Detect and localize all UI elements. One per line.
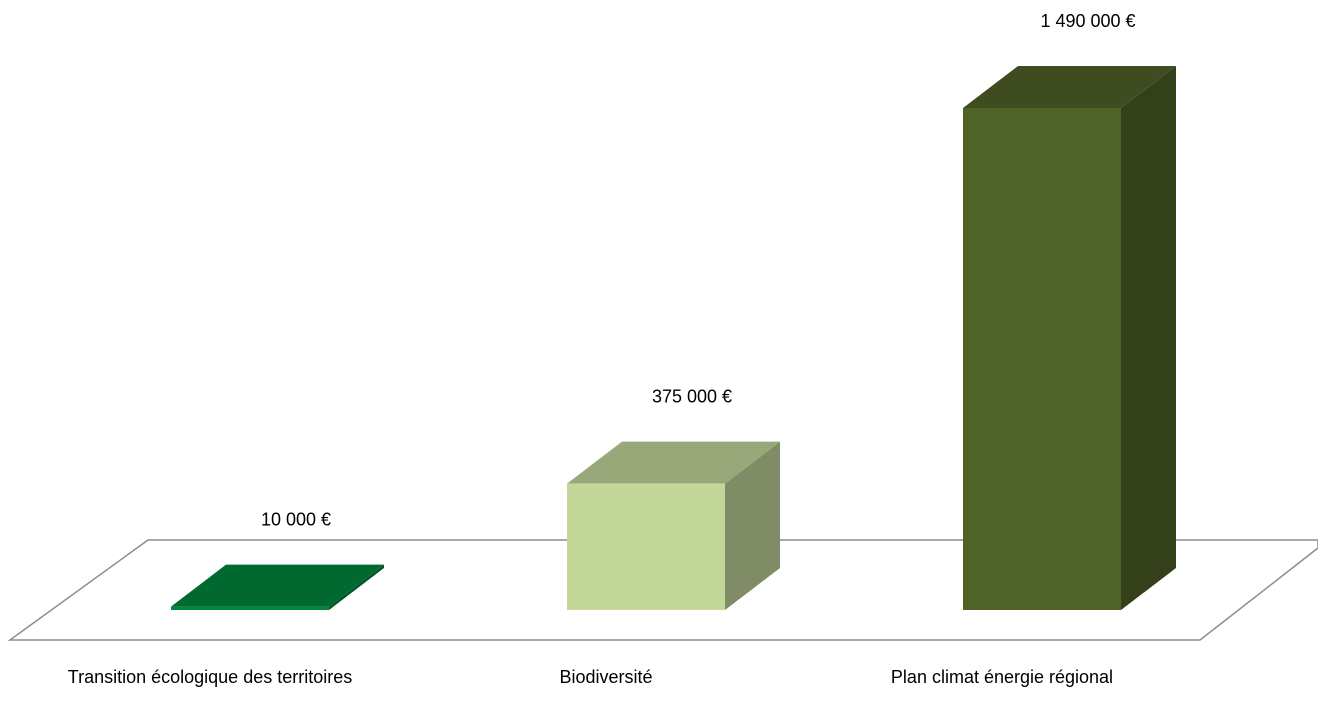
value-label: 10 000 € — [261, 509, 331, 529]
bar — [963, 108, 1121, 610]
bar-side — [329, 564, 384, 610]
bar-top — [171, 564, 384, 607]
value-label: 1 490 000 € — [1040, 11, 1135, 31]
bar — [171, 606, 329, 610]
bar — [567, 483, 725, 610]
x-tick-label: Plan climat énergie régional — [890, 667, 1114, 687]
bar-side — [1121, 66, 1176, 610]
x-tick-label: Transition écologique des territoires — [67, 667, 353, 687]
bar-top — [963, 66, 1176, 108]
bar-side — [725, 441, 780, 610]
x-tick-label: Biodiversité — [559, 667, 653, 687]
bar-top — [567, 441, 780, 484]
value-label: 375 000 € — [652, 386, 732, 406]
